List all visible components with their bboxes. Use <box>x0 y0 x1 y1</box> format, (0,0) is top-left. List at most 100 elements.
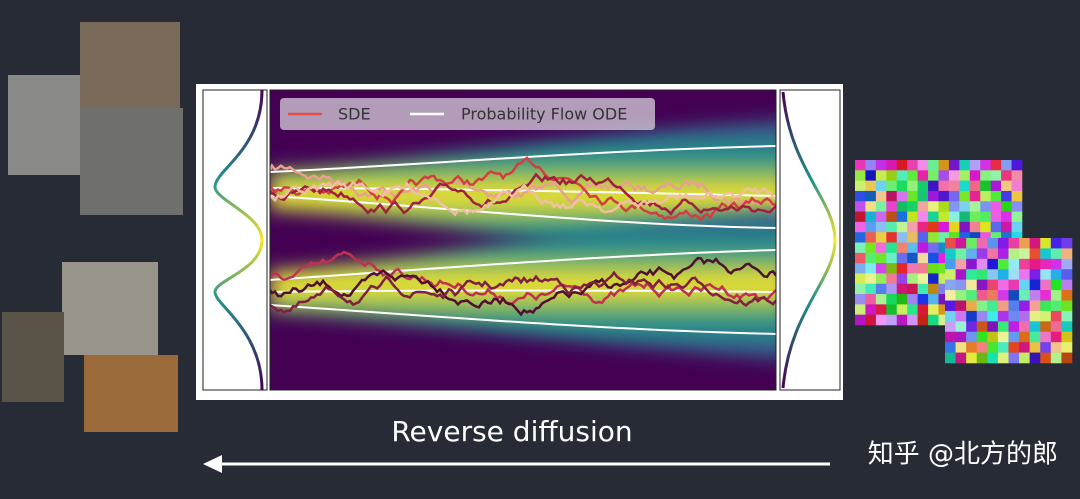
noise-pixel <box>855 170 866 181</box>
noise-pixel <box>948 232 960 243</box>
noise-pixel <box>1029 352 1041 364</box>
noise-pixel <box>966 331 978 343</box>
noise-pixel <box>917 273 929 285</box>
noise-pixel <box>1008 248 1020 260</box>
noise-pixel <box>976 352 988 364</box>
noise-pixel <box>959 180 971 192</box>
noise-pixel <box>1029 300 1041 312</box>
noise-pixel <box>928 232 939 243</box>
noise-pixel <box>1050 258 1062 270</box>
heatmap: SDE Probability Flow ODE <box>270 90 776 390</box>
noise-pixel <box>907 242 918 254</box>
noise-pixel <box>855 190 866 202</box>
noise-pixel <box>896 190 908 202</box>
noise-pixel <box>917 232 929 243</box>
noise-pixel <box>938 180 950 192</box>
noise-pixel <box>976 269 988 280</box>
noise-pixel <box>917 180 929 192</box>
noise-pixel <box>896 160 908 171</box>
noise-pixel <box>980 180 991 192</box>
noise-pixel <box>907 294 918 305</box>
noise-pixel <box>955 258 967 270</box>
noise-pixel <box>855 201 866 212</box>
noise-pixel <box>1050 279 1062 291</box>
noise-pixel <box>948 201 960 212</box>
noise-pixel <box>1011 160 1023 171</box>
noise-pixel <box>907 221 918 233</box>
noise-pixel <box>945 238 956 249</box>
noise-pixel <box>928 160 939 171</box>
noise-pixel <box>987 342 999 353</box>
noise-pixel <box>886 221 898 233</box>
noise-pixel <box>997 238 1009 249</box>
noise-pixel <box>1029 290 1041 301</box>
noise-pixel <box>976 321 988 333</box>
ode-curve <box>270 195 776 229</box>
noise-pixel <box>966 310 978 322</box>
noise-pixel <box>917 314 929 326</box>
noise-pixel <box>865 252 877 264</box>
noise-pixel <box>1011 201 1023 212</box>
noise-pixel <box>875 283 887 295</box>
noise-pixel <box>969 232 981 243</box>
noise-pixel <box>1019 331 1030 343</box>
noise-pixel <box>928 170 939 181</box>
heatmap-frame <box>269 89 777 391</box>
noise-pixel <box>865 190 877 202</box>
noise-pixel <box>945 321 956 333</box>
noise-pixel <box>917 221 929 233</box>
noise-pixel <box>865 283 877 295</box>
noise-pixel <box>1061 352 1073 364</box>
cat-photo <box>8 75 82 175</box>
noise-pixel <box>865 170 877 181</box>
noise-pixel <box>886 304 898 315</box>
noise-pixel <box>1061 342 1073 353</box>
noise-pixel <box>917 160 929 171</box>
noise-pixel <box>855 160 866 171</box>
noise-pixel <box>966 269 978 280</box>
noise-pixel <box>976 310 988 322</box>
noise-pixel <box>1050 300 1062 312</box>
noise-pixel <box>1029 321 1041 333</box>
noise-pixel <box>1040 248 1052 260</box>
noise-pixel <box>955 310 967 322</box>
noise-pixel <box>928 283 939 295</box>
noise-pixel <box>955 321 967 333</box>
photos <box>2 22 183 432</box>
noise-pixel <box>997 321 1009 333</box>
noise-pixel <box>966 321 978 333</box>
noise-pixel <box>1019 352 1030 364</box>
noise-pixel <box>855 304 866 315</box>
noise-pixel <box>969 190 981 202</box>
sde-path <box>270 256 776 317</box>
noise-pixel <box>896 232 908 243</box>
noise-pixel <box>976 248 988 260</box>
noise-pixel <box>987 269 999 280</box>
noise-pixel <box>1008 342 1020 353</box>
noise-pixel <box>917 263 929 274</box>
cat-photo <box>80 108 183 215</box>
noise-pixel <box>945 269 956 280</box>
noise-pixel <box>1061 331 1073 343</box>
noise-pixel <box>1008 352 1020 364</box>
noise-pixel <box>1011 211 1023 223</box>
arrow-head <box>203 455 222 473</box>
noise-pixel <box>1011 180 1023 192</box>
legend-box <box>280 98 655 130</box>
noise-pixel <box>976 331 988 343</box>
noise-pixel <box>987 321 999 333</box>
noise-pixel <box>865 201 877 212</box>
noise-pixel <box>1040 300 1052 312</box>
noise-pixel <box>976 238 988 249</box>
noise-pixel <box>1061 248 1073 260</box>
noise-pixel <box>865 221 877 233</box>
noise-pixel <box>980 201 991 212</box>
noise-pixel <box>886 242 898 254</box>
noise-pixel <box>987 279 999 291</box>
noise-pixel <box>855 314 866 326</box>
noise-pixel <box>886 180 898 192</box>
noise-pixel <box>865 294 877 305</box>
noise-pixel <box>987 331 999 343</box>
noise-pixel <box>928 304 939 315</box>
